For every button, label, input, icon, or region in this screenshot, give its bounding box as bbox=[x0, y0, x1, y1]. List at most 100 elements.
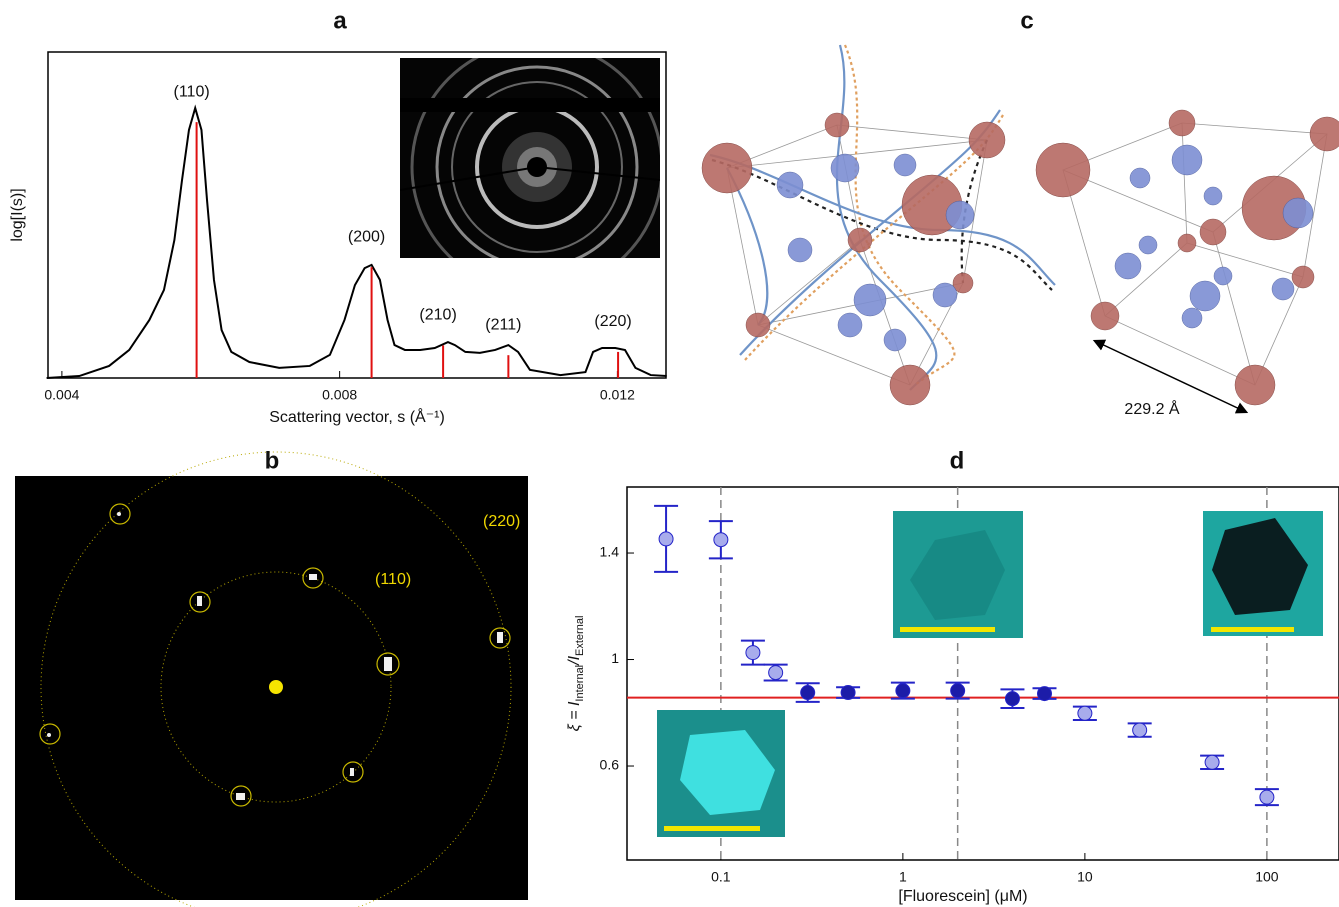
circle bbox=[230, 785, 252, 807]
circle bbox=[1291, 265, 1315, 289]
circle bbox=[701, 142, 753, 194]
circle bbox=[889, 364, 931, 406]
circle bbox=[932, 282, 958, 308]
circle bbox=[489, 627, 511, 649]
peak-label: (220) bbox=[594, 313, 631, 330]
circle bbox=[39, 723, 61, 745]
peak-label: (200) bbox=[348, 228, 385, 245]
circle bbox=[1199, 218, 1227, 246]
data-point bbox=[1259, 789, 1275, 805]
circle bbox=[893, 153, 917, 177]
circle bbox=[745, 312, 771, 338]
rect bbox=[197, 596, 202, 606]
g bbox=[39, 503, 511, 807]
y-axis-label: ξ = IInternal/IExternal bbox=[566, 616, 586, 732]
circle bbox=[830, 153, 860, 183]
x-tick-label: 10 bbox=[1077, 869, 1093, 885]
x-tick-label: 0.012 bbox=[600, 387, 635, 403]
data-point bbox=[800, 685, 816, 701]
circle bbox=[1138, 235, 1158, 255]
circle bbox=[853, 283, 887, 317]
g bbox=[776, 144, 1314, 352]
g bbox=[709, 44, 1056, 391]
circle bbox=[47, 733, 51, 737]
circle bbox=[527, 157, 547, 177]
rect bbox=[497, 632, 503, 643]
peak-label: (211) bbox=[485, 316, 521, 333]
circle bbox=[1309, 116, 1339, 152]
rect bbox=[384, 657, 392, 671]
circle bbox=[787, 237, 813, 263]
circle bbox=[968, 121, 1006, 159]
circle bbox=[1129, 167, 1151, 189]
path bbox=[835, 44, 938, 391]
x-tick-label: 0.1 bbox=[711, 869, 731, 885]
circle bbox=[1171, 144, 1203, 176]
data-point bbox=[895, 683, 911, 699]
x-axis-label: [Fluorescein] (μM) bbox=[898, 888, 1027, 905]
circle bbox=[1035, 142, 1091, 198]
circle bbox=[847, 227, 873, 253]
circle bbox=[883, 328, 907, 352]
path bbox=[739, 109, 1001, 356]
circle bbox=[1181, 307, 1203, 329]
circle bbox=[435, 65, 639, 258]
plot-frame bbox=[626, 486, 1339, 861]
circle bbox=[1189, 280, 1221, 312]
circle bbox=[269, 680, 283, 694]
rect bbox=[1211, 627, 1294, 632]
polygon bbox=[910, 530, 1005, 620]
rect bbox=[900, 627, 995, 632]
y-tick-label: 1.4 bbox=[600, 544, 620, 560]
data-point bbox=[745, 645, 761, 661]
circle bbox=[1213, 266, 1233, 286]
line bbox=[536, 166, 660, 181]
plot-frame bbox=[47, 51, 667, 379]
scale-label: 229.2 Å bbox=[1124, 399, 1179, 418]
data-point bbox=[768, 665, 784, 681]
rect bbox=[664, 826, 760, 831]
peak-label: (110) bbox=[174, 83, 210, 100]
y-axis-label: log[I(s)] bbox=[9, 188, 26, 241]
chart-title: d bbox=[950, 447, 965, 474]
circle bbox=[1114, 252, 1142, 280]
data-point bbox=[950, 683, 966, 699]
panel-title: b bbox=[265, 447, 280, 474]
path bbox=[843, 44, 956, 386]
g bbox=[47, 512, 503, 800]
polygon bbox=[680, 730, 775, 815]
data-line bbox=[46, 104, 667, 379]
panel-b: (220) (110) b bbox=[15, 447, 528, 907]
circle bbox=[109, 503, 131, 525]
circle bbox=[1203, 186, 1223, 206]
y-tick-label: 0.6 bbox=[600, 757, 620, 773]
path bbox=[744, 114, 1004, 361]
y-axis-label-part: External bbox=[574, 616, 586, 656]
circle bbox=[1282, 197, 1314, 229]
circle bbox=[1177, 233, 1197, 253]
rect bbox=[309, 574, 317, 580]
x-tick-label: 1 bbox=[899, 869, 907, 885]
ring-label: (110) bbox=[375, 571, 411, 588]
circle bbox=[376, 652, 400, 676]
data-point bbox=[658, 531, 674, 547]
data-point bbox=[1204, 754, 1220, 770]
panel-c: c 229.2 Å bbox=[701, 7, 1339, 418]
polygon bbox=[1212, 518, 1308, 615]
data-point bbox=[1132, 722, 1148, 738]
panel-title: c bbox=[1020, 7, 1033, 34]
circle bbox=[1234, 364, 1276, 406]
data-point bbox=[1037, 686, 1053, 702]
diffraction-inset bbox=[400, 58, 660, 258]
data-point bbox=[713, 532, 729, 548]
circle bbox=[837, 312, 863, 338]
x-axis-label: Scattering vector, s (Å⁻¹) bbox=[269, 407, 445, 426]
circle bbox=[410, 58, 660, 258]
circle bbox=[189, 591, 211, 613]
circle bbox=[776, 171, 804, 199]
data-point bbox=[1004, 691, 1020, 707]
circle bbox=[1168, 109, 1196, 137]
path bbox=[709, 153, 1056, 286]
micrograph-insets bbox=[657, 511, 1323, 837]
